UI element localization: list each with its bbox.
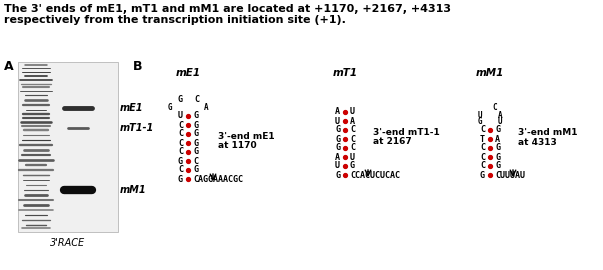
Text: C: C: [194, 96, 199, 104]
Text: A: A: [4, 60, 14, 73]
Text: at 1170: at 1170: [218, 141, 257, 150]
Text: C: C: [350, 126, 355, 134]
Text: U: U: [335, 116, 340, 126]
Text: C: C: [350, 143, 355, 153]
Text: G: G: [335, 170, 340, 180]
Text: G: G: [178, 157, 183, 166]
Text: G: G: [495, 143, 500, 153]
Text: A: A: [335, 107, 340, 116]
Text: B: B: [133, 60, 142, 73]
Text: C: C: [178, 139, 183, 147]
Text: U: U: [498, 117, 503, 127]
Text: G: G: [350, 161, 355, 170]
Text: G: G: [193, 130, 198, 139]
Text: G: G: [335, 143, 340, 153]
Text: U: U: [350, 153, 355, 161]
Text: G: G: [193, 147, 198, 157]
Text: mT1-1: mT1-1: [120, 123, 154, 133]
Text: G: G: [193, 120, 198, 130]
Text: C: C: [178, 166, 183, 174]
Text: T: T: [480, 134, 485, 143]
Text: G: G: [335, 134, 340, 143]
Text: mM1: mM1: [120, 185, 147, 195]
Text: G: G: [193, 139, 198, 147]
Text: U: U: [335, 161, 340, 170]
Text: The 3' ends of mE1, mT1 and mM1 are located at +1170, +2167, +4313: The 3' ends of mE1, mT1 and mM1 are loca…: [4, 4, 451, 14]
Text: A: A: [350, 116, 355, 126]
Text: 3'-end mM1: 3'-end mM1: [518, 128, 578, 137]
Text: CUUUAU: CUUUAU: [495, 170, 525, 180]
Text: G: G: [480, 170, 485, 180]
Bar: [18, 62, 118, 232]
Text: C: C: [480, 153, 485, 161]
Text: mE1: mE1: [120, 103, 144, 113]
Text: C: C: [480, 143, 485, 153]
Text: G: G: [178, 174, 183, 184]
Text: C: C: [350, 134, 355, 143]
Text: C: C: [193, 157, 198, 166]
Text: C: C: [178, 130, 183, 139]
Text: C: C: [178, 147, 183, 157]
Text: mT1: mT1: [332, 68, 358, 78]
Text: G: G: [335, 126, 340, 134]
Text: G: G: [478, 117, 482, 127]
Text: C: C: [480, 126, 485, 134]
Text: A: A: [498, 110, 503, 120]
Text: at 2167: at 2167: [373, 137, 412, 146]
Text: G: G: [495, 161, 500, 170]
Text: G: G: [495, 126, 500, 134]
Text: G: G: [193, 112, 198, 120]
Text: G: G: [177, 96, 182, 104]
Text: U: U: [178, 112, 183, 120]
Text: U: U: [350, 107, 355, 116]
Text: mE1: mE1: [175, 68, 201, 78]
Text: G: G: [193, 166, 198, 174]
Text: CCACUCUCAC: CCACUCUCAC: [350, 170, 400, 180]
Text: G: G: [168, 103, 172, 113]
Text: respectively from the transcription initiation site (+1).: respectively from the transcription init…: [4, 15, 346, 25]
Text: U: U: [478, 110, 482, 120]
Text: A: A: [495, 134, 500, 143]
Text: G: G: [495, 153, 500, 161]
Text: A: A: [335, 153, 340, 161]
Text: CAGGAAACGC: CAGGAAACGC: [193, 174, 243, 184]
Text: mM1: mM1: [476, 68, 504, 78]
Text: 3'RACE: 3'RACE: [51, 238, 86, 248]
Text: C: C: [493, 103, 497, 113]
Text: 3'-end mT1-1: 3'-end mT1-1: [373, 128, 440, 137]
Text: C: C: [178, 120, 183, 130]
Text: 3'-end mE1: 3'-end mE1: [218, 132, 274, 141]
Text: at 4313: at 4313: [518, 138, 557, 147]
Text: A: A: [204, 103, 209, 113]
Text: C: C: [480, 161, 485, 170]
